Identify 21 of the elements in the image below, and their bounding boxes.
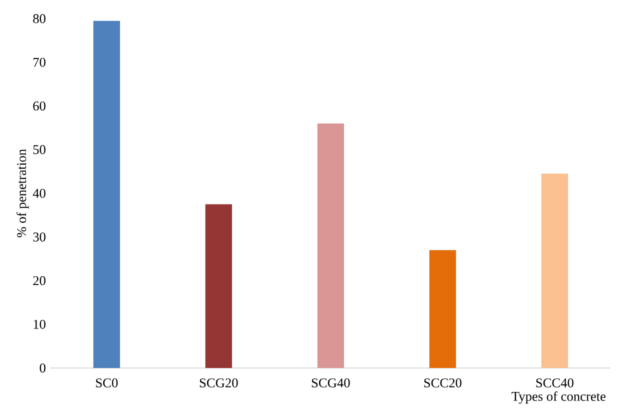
- x-tick-label: SCG40: [312, 378, 350, 388]
- x-tick-label: SCC20: [424, 378, 462, 388]
- bar: [205, 204, 232, 368]
- y-axis-title: % of penetration: [16, 149, 29, 238]
- y-tick-label: 40: [32, 188, 46, 198]
- y-tick-label: 20: [33, 276, 46, 286]
- y-tick-label: 0: [40, 364, 46, 373]
- x-tick-label: SCG20: [200, 378, 238, 388]
- y-tick-label: 30: [33, 232, 46, 242]
- bar: [93, 21, 120, 368]
- y-tick-label: 10: [34, 320, 46, 329]
- y-tick-label: 70: [34, 58, 46, 67]
- x-axis-title: Types of concrete: [512, 392, 606, 404]
- y-tick-label: 50: [33, 145, 46, 154]
- x-tick-label: SCC40: [536, 378, 574, 388]
- bar: [317, 124, 344, 368]
- y-tick-label: 60: [33, 102, 46, 111]
- bar: [429, 250, 456, 368]
- x-tick-label: SC0: [96, 378, 118, 388]
- bar: [541, 174, 568, 368]
- y-tick-label: 80: [33, 14, 46, 24]
